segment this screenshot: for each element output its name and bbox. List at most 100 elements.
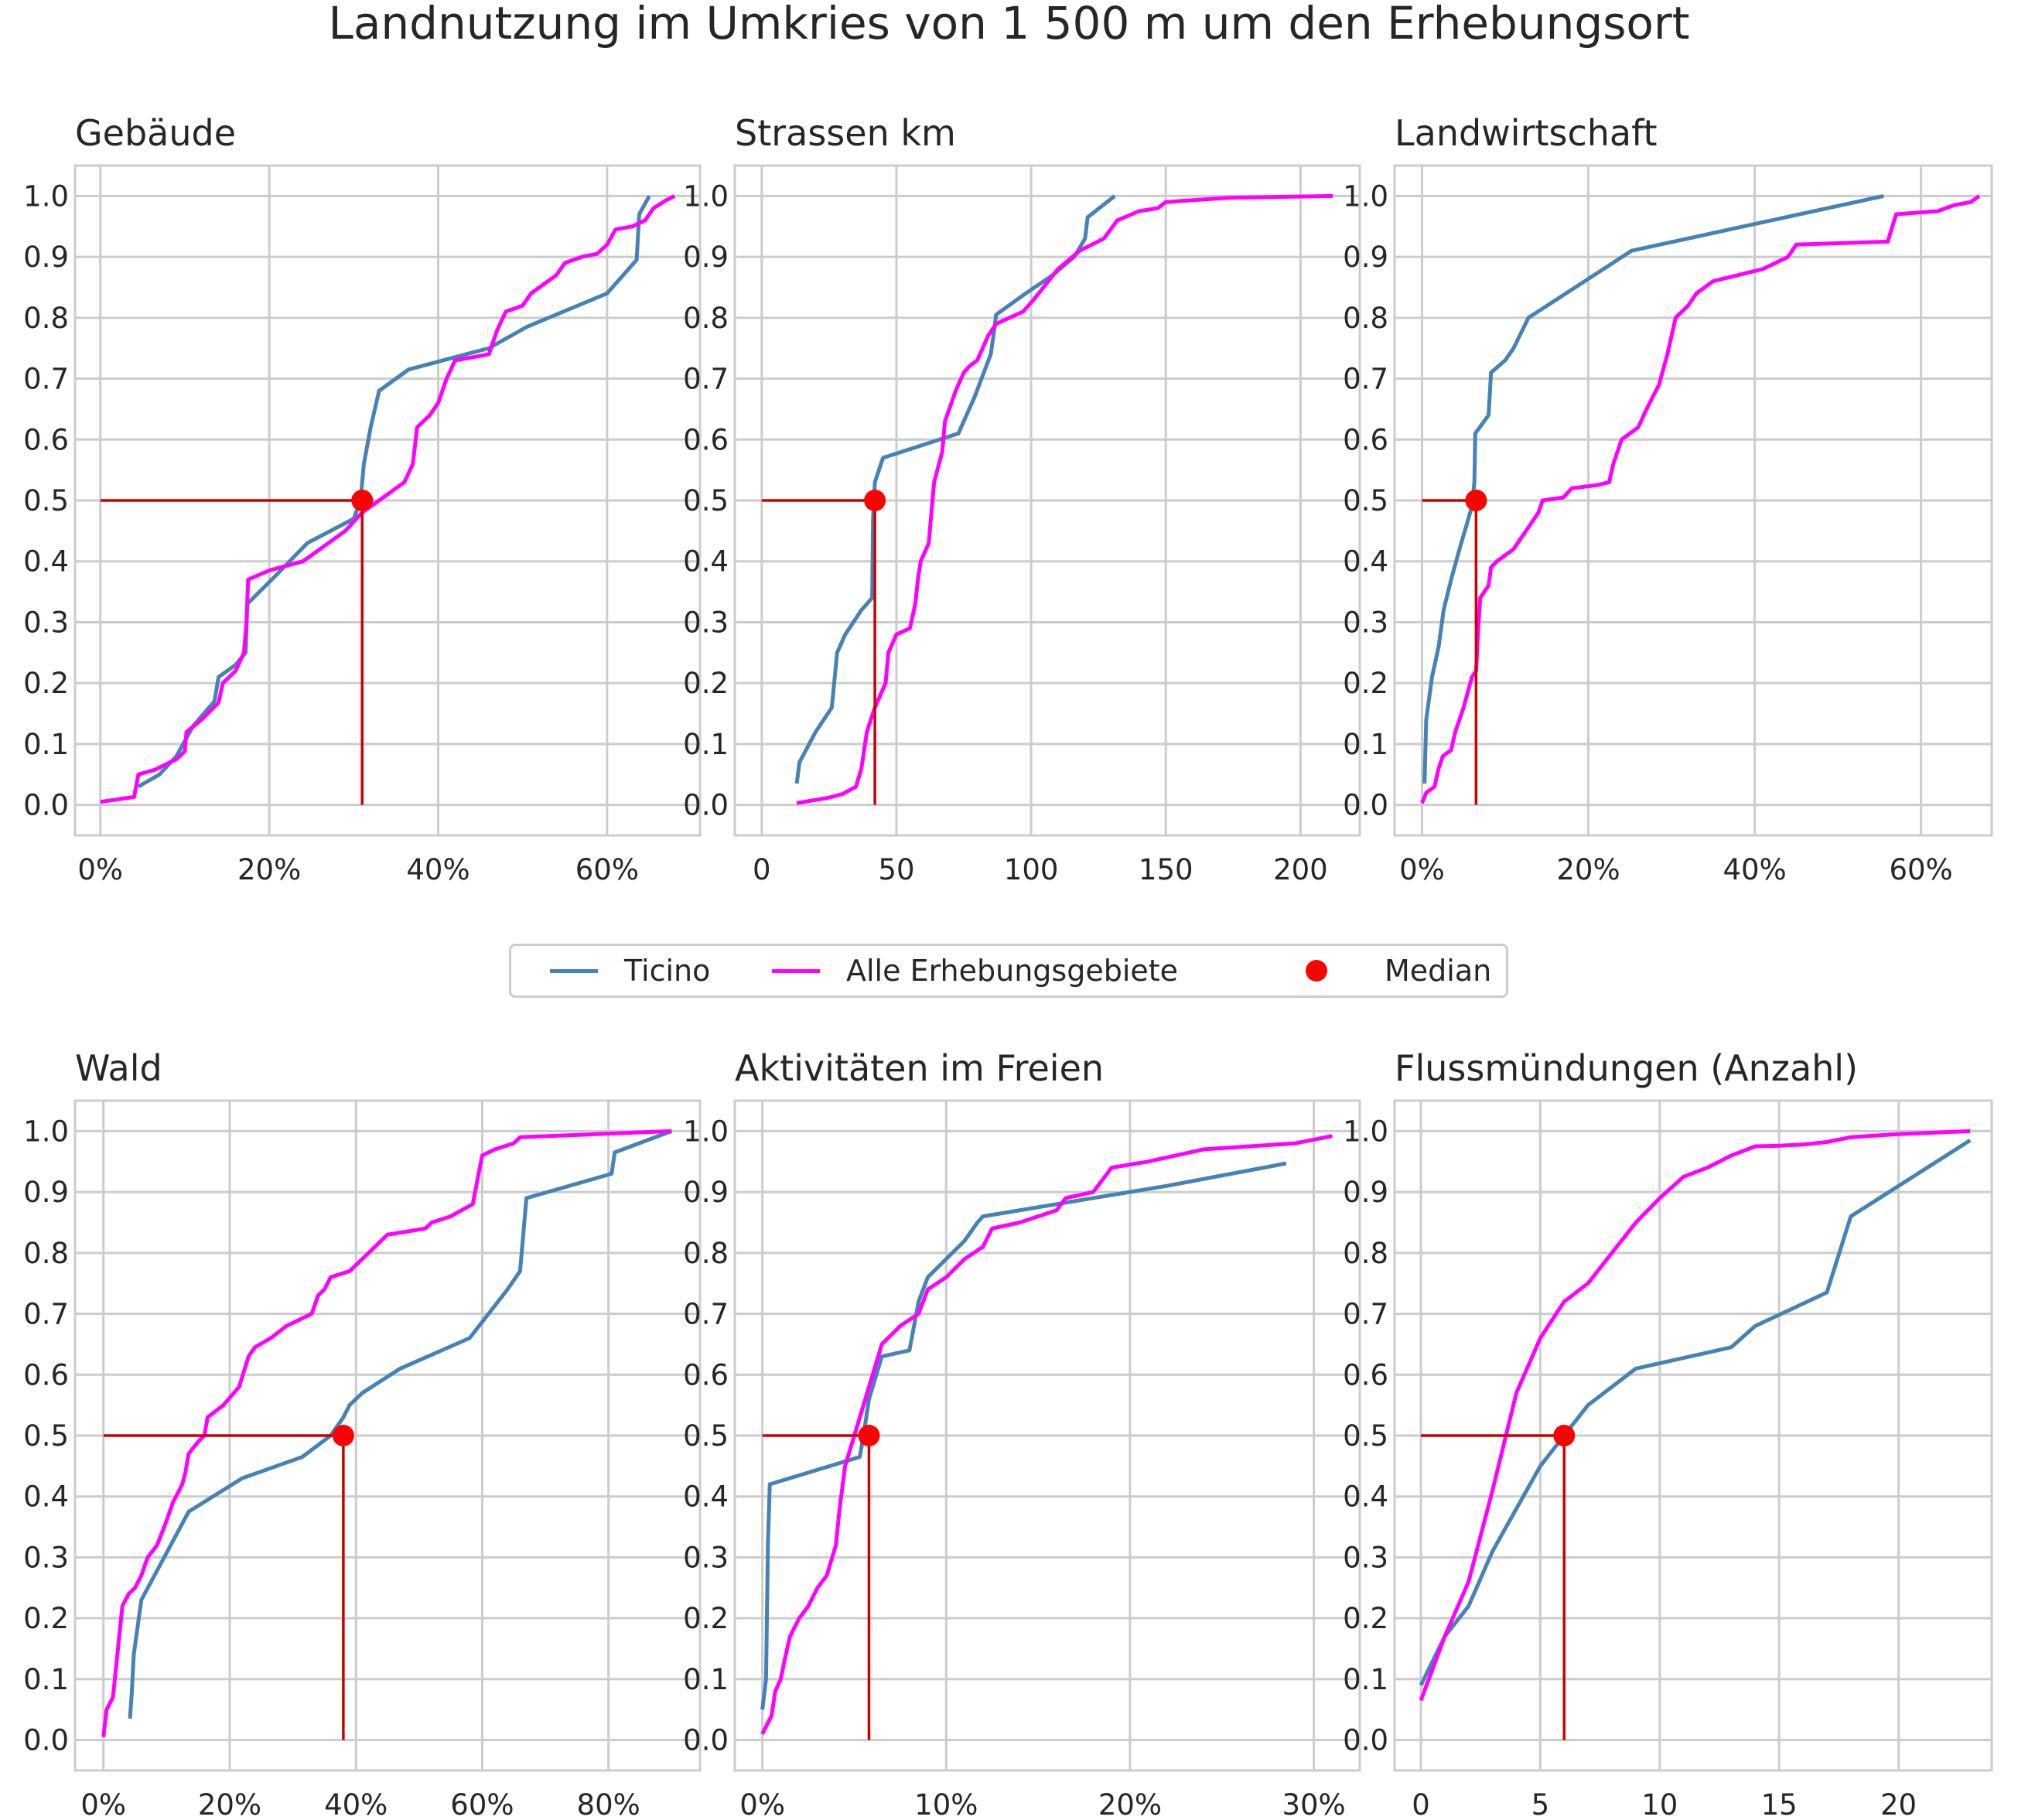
y-tick-label: 0.5 [23,1419,69,1453]
y-tick-label: 0.2 [1343,667,1388,700]
y-tick-label: 1.0 [23,1115,69,1148]
y-tick-label: 0.1 [683,1663,729,1696]
y-tick-label: 0.6 [683,1358,729,1391]
x-tick-label: 40% [1723,853,1786,886]
median-point [1553,1425,1576,1446]
y-tick-label: 0.9 [23,241,69,274]
y-tick-label: 0.3 [683,606,729,639]
median-point [864,490,886,511]
x-tick-label: 20% [1098,1788,1162,1820]
panel-title: Gebäude [75,112,236,154]
x-tick-label: 10 [1641,1788,1678,1820]
chart-panel-1: Gebäude 0.0 0.1 0.2 0.3 0.4 0.5 0.6 0.7 0.8 0.9 1.0… [23,112,702,886]
legend-label-ticino: Ticino [624,954,711,988]
legend-line-all [772,968,820,973]
legend-dot-median [1306,960,1327,982]
y-tick-label: 0.7 [1343,1298,1388,1331]
x-tick-label: 0% [80,1788,126,1820]
x-tick-label: 60% [1889,853,1952,886]
y-tick-label: 1.0 [23,179,69,213]
y-tick-label: 0.8 [23,302,69,335]
y-tick-label: 0.9 [683,1176,729,1209]
x-tick-label: 200 [1273,853,1328,886]
y-tick-label: 0.7 [1343,363,1388,396]
y-tick-label: 0.8 [683,302,729,335]
y-tick-label: 0.6 [1343,423,1388,456]
x-tick-label: 40% [324,1788,388,1820]
y-tick-label: 0.8 [1343,302,1388,335]
y-tick-label: 0.3 [23,1541,69,1574]
y-tick-label: 0.2 [683,1602,729,1635]
median-point [858,1425,880,1446]
y-tick-label: 0.9 [23,1176,69,1209]
series-line-ticino [1422,193,1884,784]
x-tick-label: 50 [878,853,914,886]
y-tick-label: 0.5 [683,484,729,517]
x-tick-label: 0 [753,853,771,886]
plot-frame [733,1099,1361,1772]
chart-panel-4: Wald 0.0 0.1 0.2 0.3 0.4 0.5 0.6 0.7 0.8 0.9 1.0 0% 2… [23,1047,702,1820]
plot-frame [733,164,1361,837]
x-tick-label: 10% [914,1788,978,1820]
legend-item-ticino: Ticino [550,946,710,995]
x-tick-label: 100 [1004,853,1059,886]
y-tick-label: 1.0 [1343,179,1388,213]
x-tick-label: 30% [1282,1788,1345,1820]
legend: Ticino Alle Erhebungsgebiete Median [509,944,1508,998]
plot-frame [73,1099,702,1772]
plot-frame [1393,1099,1993,1772]
panel-title: Flussmündungen (Anzahl) [1395,1047,1858,1089]
chart-panel-3: Landwirtschaft 0.0 0.1 0.2 0.3 0.4 0.5 0.6 0.7 0.… [1343,112,1993,886]
y-tick-label: 0.0 [1343,1724,1388,1757]
y-tick-label: 0.1 [683,728,729,761]
series-line-ticino [794,194,1116,784]
y-tick-label: 1.0 [683,179,729,213]
y-tick-label: 0.9 [1343,1176,1388,1209]
series-line-all [760,1134,1333,1735]
median-point [332,1425,354,1446]
panel-title: Wald [75,1047,162,1089]
x-tick-label: 60% [450,1788,514,1820]
panel-title: Aktivitäten im Freien [735,1047,1104,1089]
y-tick-label: 0.2 [23,1602,69,1635]
legend-item-median: Median [1289,946,1491,995]
y-tick-label: 0.3 [1343,1541,1388,1574]
y-tick-label: 0.9 [1343,241,1388,274]
y-tick-label: 0.6 [23,423,69,456]
plot-frame [73,164,702,837]
y-tick-label: 0.4 [23,1480,69,1514]
median-point [1465,490,1487,511]
y-tick-label: 0.1 [23,1663,69,1696]
y-tick-label: 0.6 [683,423,729,456]
y-tick-label: 0.5 [1343,1419,1388,1453]
legend-item-all: Alle Erhebungsgebiete [772,946,1178,995]
chart-panel-2: Strassen km 0.0 0.1 0.2 0.3 0.4 0.5 0.6 0.7 0.8 0.… [683,112,1361,886]
x-tick-label: 15 [1761,1788,1798,1820]
y-tick-label: 0.0 [23,789,69,822]
y-tick-label: 0.4 [1343,545,1388,579]
y-tick-label: 0.2 [683,667,729,700]
x-tick-label: 0% [739,1788,785,1820]
series-line-all [1419,1129,1971,1702]
y-tick-label: 0.7 [683,363,729,396]
page-title: Landnutzung im Umkries von 1 500 m um de… [328,0,1690,50]
chart-panel-6: Flussmündungen (Anzahl) 0.0 0.1 0.2 0.3 0.4 0.… [1343,1047,1993,1820]
y-tick-label: 0.9 [683,241,729,274]
y-tick-label: 0.8 [1343,1237,1388,1270]
x-tick-label: 0% [1399,853,1445,886]
y-tick-label: 0.7 [683,1298,729,1331]
y-tick-label: 0.3 [1343,606,1388,639]
y-tick-label: 0.6 [23,1358,69,1391]
y-tick-label: 0.5 [1343,484,1388,517]
series-line-all [101,1129,672,1737]
series-line-ticino [1419,1139,1972,1686]
y-tick-label: 0.2 [1343,1602,1388,1635]
series-line-all [1420,194,1981,804]
y-tick-label: 0.0 [1343,789,1388,822]
legend-label-all: Alle Erhebungsgebiete [846,954,1179,988]
x-tick-label: 0% [77,853,123,886]
y-tick-label: 0.2 [23,667,69,700]
x-tick-label: 20% [1556,853,1620,886]
y-tick-label: 0.3 [683,1541,729,1574]
x-tick-label: 150 [1139,853,1193,886]
